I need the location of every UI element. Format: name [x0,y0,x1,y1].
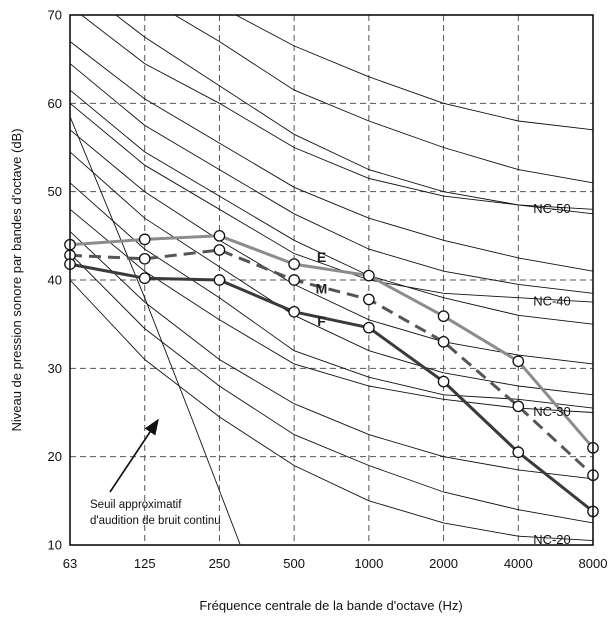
data-point-M [213,244,226,256]
y-tick-labels: 10 20 30 40 50 60 70 [48,8,62,553]
x-tick-label: 4000 [504,556,533,571]
data-point-E [363,269,375,282]
y-axis-title: Niveau de pression sonore par bandes d'o… [9,128,24,431]
data-point-E [138,233,151,246]
nc-curves [70,15,593,542]
series-label-E: E [317,249,326,265]
x-tick-labels: 63 125 250 500 1000 2000 4000 8000 [63,556,608,571]
series-line-E [69,234,595,449]
nc-label: NC-30 [533,404,571,419]
nc-curve [70,253,593,524]
data-point-F [288,305,300,318]
y-tick-label: 50 [48,184,62,199]
plot-frame [69,14,594,546]
data-point-E [288,258,300,270]
series-labels: EMF [316,249,328,329]
y-tick-label: 60 [48,96,62,111]
y-tick-label: 20 [48,449,62,464]
series-line-M [69,248,595,477]
nc-label: NC-50 [533,201,571,216]
nc-curve [115,15,593,215]
data-point-M [512,400,525,413]
x-tick-label: 125 [134,556,156,571]
data-point-E [512,355,525,368]
y-tick-label: 40 [48,273,62,288]
series-group [64,229,599,518]
data-point-F [138,272,151,285]
threshold-arrow [109,418,159,493]
hearing-threshold [70,116,241,545]
data-point-E [437,310,450,323]
x-tick-label: 63 [63,556,77,571]
data-point-F [437,375,450,388]
nc-curve [70,151,593,396]
nc-curve [173,15,593,184]
x-tick-label: 1000 [354,556,383,571]
nc-label: NC-40 [533,294,571,309]
x-tick-label: 500 [283,556,305,571]
nc-curve [70,63,593,294]
threshold-curve [70,116,241,545]
series-label-F: F [317,313,326,329]
data-point-M [437,335,450,348]
nc-curve [70,89,593,325]
data-point-M [288,274,300,286]
data-point-M [138,252,151,265]
nc-label: NC-20 [533,532,571,547]
x-tick-label: 250 [209,556,231,571]
x-tick-label: 8000 [579,556,608,571]
y-tick-label: 30 [48,361,62,376]
nc-curve [70,102,593,303]
y-tick-label: 70 [48,8,62,23]
nc-curve [70,231,593,480]
data-point-E [213,229,226,242]
data-point-F [512,446,525,459]
x-tick-label: 2000 [429,556,458,571]
nc-curve [70,279,593,542]
y-tick-label: 10 [48,538,62,553]
series-line-F [69,262,594,513]
x-axis-title: Fréquence centrale de la bande d'octave … [199,598,462,613]
data-point-M [363,293,375,306]
data-point-F [213,274,226,286]
data-point-F [363,321,375,334]
nc-curve [70,41,593,272]
annotation-line-2: d'audition de bruit continu [90,515,221,527]
series-label-M: M [316,281,328,297]
nc-labels: NC-50 NC-40 NC-30 NC-20 [533,201,571,547]
annotation-line-1: Seuil approximatif [90,499,182,511]
nc-curve [234,15,593,131]
nc-curve [80,15,593,210]
